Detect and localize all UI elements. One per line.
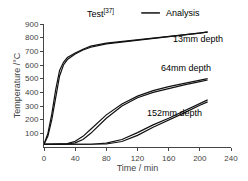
svg-text:700: 700 bbox=[25, 47, 39, 56]
svg-text:13mm depth: 13mm depth bbox=[173, 34, 223, 44]
svg-text:500: 500 bbox=[25, 74, 39, 83]
svg-text:0: 0 bbox=[42, 154, 47, 163]
svg-text:240: 240 bbox=[224, 154, 238, 163]
svg-text:Temperature /°C: Temperature /°C bbox=[12, 52, 22, 118]
svg-text:Analysis: Analysis bbox=[166, 8, 200, 18]
svg-text:152mm depth: 152mm depth bbox=[147, 108, 202, 118]
svg-text:100: 100 bbox=[25, 129, 39, 138]
svg-text:160: 160 bbox=[162, 154, 176, 163]
svg-text:80: 80 bbox=[102, 154, 111, 163]
svg-text:Test​[37]​: Test​[37]​ bbox=[87, 7, 114, 19]
svg-text:40: 40 bbox=[71, 154, 80, 163]
svg-text:300: 300 bbox=[25, 102, 39, 111]
svg-text:800: 800 bbox=[25, 33, 39, 42]
svg-text:900: 900 bbox=[25, 20, 39, 29]
svg-text:64mm depth: 64mm depth bbox=[161, 63, 211, 73]
svg-text:400: 400 bbox=[25, 88, 39, 97]
svg-text:600: 600 bbox=[25, 61, 39, 70]
svg-text:Time / min: Time / min bbox=[117, 163, 159, 173]
svg-text:200: 200 bbox=[25, 115, 39, 124]
svg-text:200: 200 bbox=[193, 154, 207, 163]
svg-text:120: 120 bbox=[131, 154, 145, 163]
